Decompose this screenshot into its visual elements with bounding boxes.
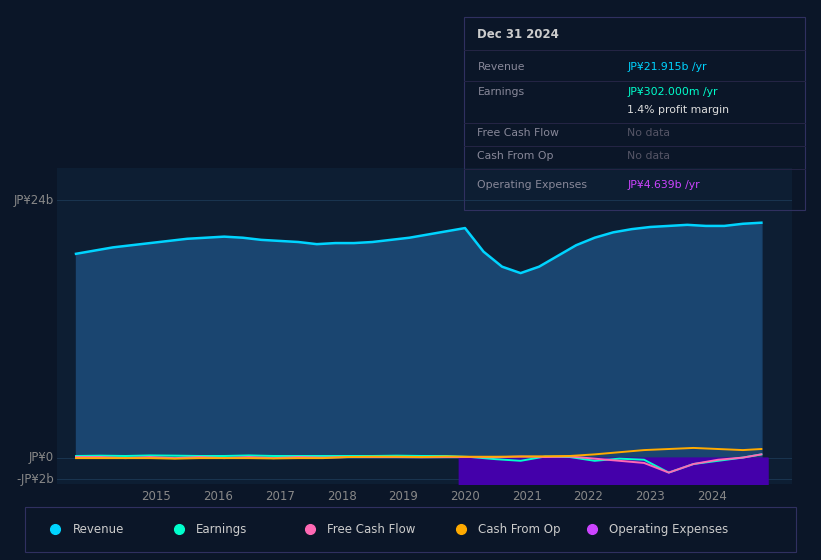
Text: No data: No data	[627, 151, 671, 161]
Text: JP¥4.639b /yr: JP¥4.639b /yr	[627, 180, 700, 190]
Text: 1.4% profit margin: 1.4% profit margin	[627, 105, 729, 115]
Text: JP¥21.915b /yr: JP¥21.915b /yr	[627, 62, 707, 72]
Text: JP¥24b: JP¥24b	[13, 194, 54, 207]
Text: Earnings: Earnings	[196, 522, 247, 536]
FancyBboxPatch shape	[25, 506, 796, 552]
Text: Free Cash Flow: Free Cash Flow	[327, 522, 415, 536]
Text: Revenue: Revenue	[72, 522, 124, 536]
Text: Cash From Op: Cash From Op	[478, 151, 554, 161]
Text: Operating Expenses: Operating Expenses	[609, 522, 728, 536]
Text: JP¥302.000m /yr: JP¥302.000m /yr	[627, 87, 718, 97]
Text: Revenue: Revenue	[478, 62, 525, 72]
Text: No data: No data	[627, 128, 671, 138]
Text: Dec 31 2024: Dec 31 2024	[478, 29, 559, 41]
Text: Earnings: Earnings	[478, 87, 525, 97]
Text: JP¥0: JP¥0	[29, 451, 54, 464]
Text: Operating Expenses: Operating Expenses	[478, 180, 588, 190]
Text: -JP¥2b: -JP¥2b	[16, 473, 54, 486]
Text: Free Cash Flow: Free Cash Flow	[478, 128, 559, 138]
Text: Cash From Op: Cash From Op	[478, 522, 560, 536]
